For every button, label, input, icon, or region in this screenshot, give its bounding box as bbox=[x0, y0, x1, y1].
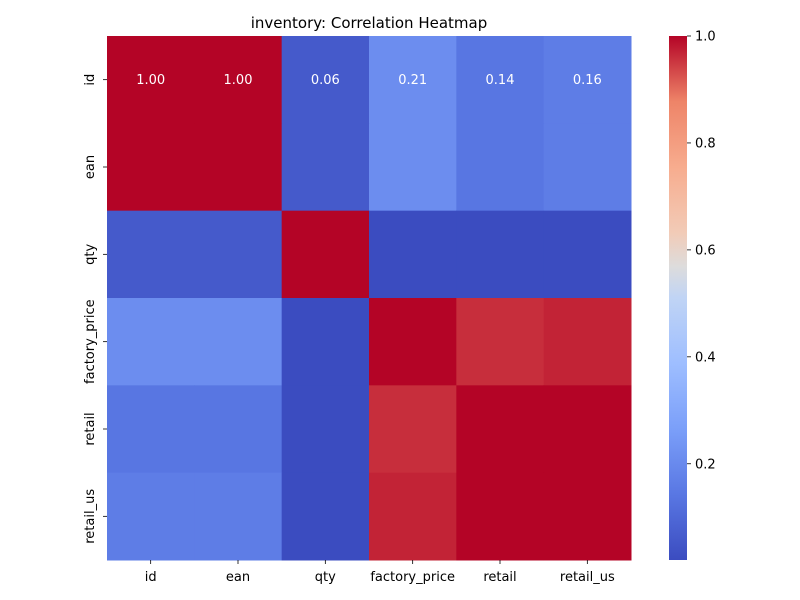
cell-value-label: 0.21 bbox=[398, 73, 427, 88]
x-tick-label: retail bbox=[483, 570, 516, 585]
heatmap-cell bbox=[281, 385, 370, 474]
heatmap-cell bbox=[456, 385, 545, 474]
heatmap-cell bbox=[281, 472, 370, 561]
cell-value-label: 0.06 bbox=[311, 73, 340, 88]
y-tick-label: factory_price bbox=[83, 299, 98, 384]
heatmap-cell bbox=[194, 123, 283, 212]
y-tick-label: ean bbox=[83, 155, 98, 179]
heatmap-cell bbox=[107, 298, 195, 386]
heatmap-cell bbox=[194, 210, 283, 299]
colorbar-tick-label: 1.0 bbox=[695, 30, 716, 45]
heatmap-cell bbox=[543, 298, 632, 386]
heatmap-cell bbox=[369, 36, 457, 124]
heatmap-cell bbox=[456, 36, 545, 124]
heatmap-cell bbox=[543, 123, 632, 212]
heatmap-cell bbox=[543, 472, 632, 561]
heatmap-cell bbox=[107, 210, 195, 299]
cell-annotations: 1.00 1.00 0.06 0.21 0.14 0.16 bbox=[136, 73, 602, 88]
x-tick-label: ean bbox=[226, 570, 250, 585]
heatmap-cell bbox=[281, 36, 370, 124]
colorbar-gradient bbox=[669, 36, 687, 560]
heatmap-cell bbox=[369, 472, 457, 561]
heatmap-cell bbox=[194, 36, 283, 124]
x-tick-label: retail_us bbox=[560, 570, 615, 585]
heatmap-cell bbox=[281, 123, 370, 212]
heatmap-cell bbox=[543, 36, 632, 124]
heatmap-cell bbox=[456, 472, 545, 561]
heatmap-cell bbox=[107, 472, 195, 561]
x-tick-label: qty bbox=[315, 570, 336, 585]
heatmap-cell bbox=[107, 123, 195, 212]
cell-value-label: 1.00 bbox=[136, 73, 165, 88]
x-tick-label: id bbox=[145, 570, 157, 585]
colorbar-ticks: 0.2 0.4 0.6 0.8 1.0 bbox=[687, 30, 716, 472]
y-tick-label: retail bbox=[83, 412, 98, 445]
colorbar: 0.2 0.4 0.6 0.8 1.0 bbox=[669, 30, 716, 560]
heatmap-cell bbox=[456, 298, 545, 386]
heatmap-cell bbox=[194, 385, 283, 474]
cell-value-label: 0.16 bbox=[573, 73, 602, 88]
chart-title: inventory: Correlation Heatmap bbox=[251, 14, 488, 32]
heatmap-cell bbox=[369, 385, 457, 474]
heatmap-cell bbox=[281, 298, 370, 386]
colorbar-tick-label: 0.8 bbox=[695, 136, 716, 151]
heatmap-cell bbox=[107, 36, 195, 124]
heatmap-cell bbox=[369, 123, 457, 212]
colorbar-tick-label: 0.6 bbox=[695, 243, 716, 258]
heatmap-cells bbox=[107, 36, 632, 561]
heatmap-cell bbox=[543, 210, 632, 299]
cell-value-label: 1.00 bbox=[224, 73, 253, 88]
heatmap-cell bbox=[281, 210, 370, 299]
heatmap-cell bbox=[543, 385, 632, 474]
x-tick-label: factory_price bbox=[370, 570, 455, 585]
x-axis-tick-labels: id ean qty factory_price retail retail_us bbox=[145, 560, 615, 585]
heatmap-cell bbox=[456, 123, 545, 212]
heatmap-cell bbox=[369, 210, 457, 299]
y-tick-label: id bbox=[83, 74, 98, 86]
heatmap-cell bbox=[369, 298, 457, 386]
heatmap-cell bbox=[107, 385, 195, 474]
colorbar-tick-label: 0.4 bbox=[695, 350, 716, 365]
cell-value-label: 0.14 bbox=[486, 73, 515, 88]
heatmap-cell bbox=[194, 472, 283, 561]
y-tick-label: retail_us bbox=[83, 489, 98, 544]
heatmap-cell bbox=[194, 298, 283, 386]
heatmap-cell bbox=[456, 210, 545, 299]
colorbar-tick-label: 0.2 bbox=[695, 457, 716, 472]
y-tick-label: qty bbox=[83, 244, 98, 265]
